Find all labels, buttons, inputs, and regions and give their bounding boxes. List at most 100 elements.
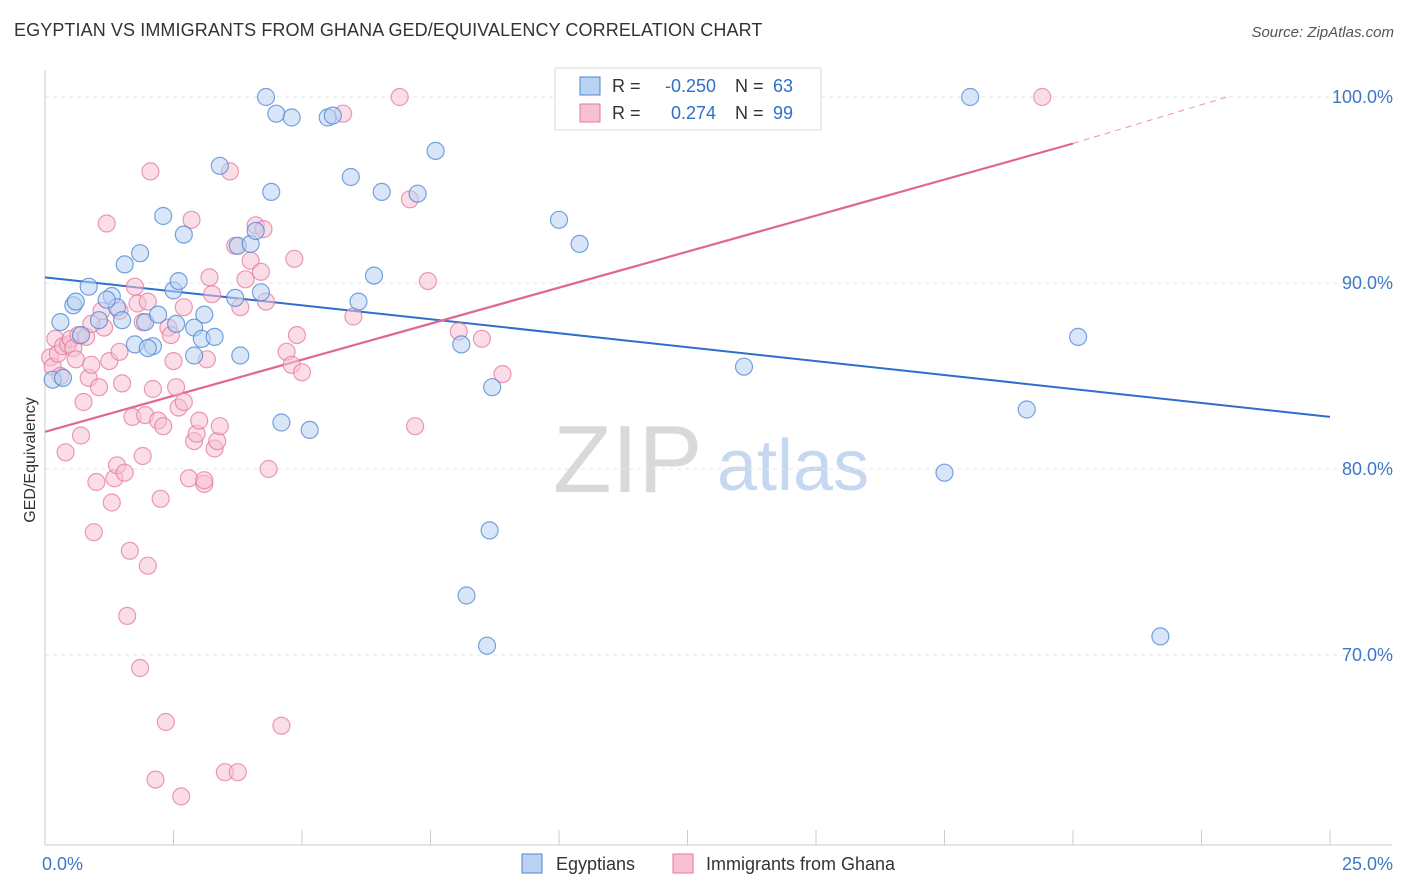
egyptian-point — [408, 184, 427, 203]
egyptian-point — [457, 586, 476, 605]
ghana-point — [146, 770, 165, 789]
ghana-point — [182, 210, 201, 229]
legend-r-value-1: -0.250 — [665, 76, 716, 96]
egyptian-point — [1068, 327, 1088, 346]
egyptian-point — [272, 413, 291, 432]
ghana-point — [56, 443, 75, 462]
egyptian-point — [112, 311, 132, 330]
legend-n-value-1: 63 — [773, 76, 793, 96]
ghana-point — [493, 365, 512, 384]
ghana-point — [172, 787, 191, 806]
legend-r-label-1: R = — [612, 76, 641, 96]
ghana-point — [210, 417, 229, 436]
ghana-point — [179, 469, 198, 488]
ghana-point — [203, 285, 222, 304]
ghana-point — [259, 459, 278, 479]
egyptian-point — [323, 106, 342, 125]
chart-title: EGYPTIAN VS IMMIGRANTS FROM GHANA GED/EQ… — [14, 20, 763, 40]
ghana-point — [89, 378, 109, 397]
ghana-point — [406, 417, 425, 436]
legend-r-value-2: 0.274 — [671, 103, 716, 123]
egyptian-point — [169, 272, 188, 291]
watermark-zip: ZIP — [553, 406, 702, 513]
bottom-legend-label-egyptians: Egyptians — [556, 854, 635, 874]
ghana-point — [112, 374, 132, 393]
x-tick-label: 0.0% — [42, 854, 83, 874]
ghana-point — [1033, 87, 1052, 107]
x-tick-label: 25.0% — [1342, 854, 1393, 874]
legend-swatch-ghana — [579, 103, 601, 123]
egyptian-point — [300, 420, 319, 439]
egyptian-point — [251, 283, 270, 302]
egyptian-point — [79, 277, 98, 296]
egyptian-point — [115, 255, 134, 274]
watermark-atlas: atlas — [717, 426, 869, 506]
egyptian-point — [477, 636, 497, 655]
data-points — [40, 87, 1170, 806]
egyptian-point — [185, 346, 204, 365]
egyptian-point — [267, 104, 286, 123]
egyptian-point — [149, 305, 168, 324]
ghana-point — [390, 87, 409, 107]
ghana-point — [472, 329, 491, 348]
egyptian-point — [1017, 400, 1036, 419]
legend-r-label-2: R = — [612, 103, 641, 123]
egyptian-point — [262, 182, 281, 201]
egyptian-point — [372, 182, 391, 201]
egyptian-point — [483, 378, 502, 397]
ghana-point — [133, 446, 152, 466]
ghana-point — [82, 355, 101, 374]
ghana-point — [141, 162, 160, 181]
ghana-point — [208, 432, 227, 451]
ghana-point — [287, 326, 306, 345]
y-tick-label: 80.0% — [1342, 459, 1393, 479]
y-tick-label: 70.0% — [1342, 645, 1393, 665]
bottom-legend-swatch-ghana — [672, 853, 694, 874]
egyptian-point — [231, 346, 250, 365]
egyptian-point — [935, 463, 954, 482]
ghana-point — [190, 411, 209, 430]
egyptian-point — [961, 87, 980, 107]
legend-n-label-1: N = — [735, 76, 764, 96]
egyptian-point — [226, 288, 245, 307]
egyptian-point — [426, 141, 445, 160]
ghana-point — [272, 716, 291, 735]
bottom-legend-swatch-egyptians — [521, 853, 543, 874]
egyptian-point — [205, 327, 224, 346]
egyptian-point — [167, 314, 186, 333]
egyptian-point — [71, 326, 91, 345]
egyptian-point — [549, 210, 569, 229]
ghana-point — [110, 342, 129, 361]
egyptian-point — [570, 234, 589, 253]
bottom-legend-label-ghana: Immigrants from Ghana — [706, 854, 896, 874]
ghana-point — [251, 262, 270, 281]
ghana-point — [154, 417, 173, 436]
ghana-point — [200, 268, 219, 287]
y-tick-label: 90.0% — [1342, 273, 1393, 293]
ghana-point — [151, 489, 170, 508]
ghana-point — [131, 658, 150, 678]
egyptian-point — [349, 292, 368, 311]
legend-n-label-2: N = — [735, 103, 764, 123]
ghana-point — [84, 523, 103, 542]
egyptian-point — [174, 225, 193, 244]
ghana-point — [174, 298, 193, 317]
ghana-point — [143, 379, 162, 399]
axes: 70.0% 80.0% 90.0% 100.0% 0.0% 25.0% — [42, 70, 1393, 874]
egyptian-point — [131, 244, 150, 263]
ghana-trend-line — [44, 142, 1074, 433]
egyptian-point — [734, 357, 754, 376]
ghana-point — [292, 363, 312, 382]
ghana-trend-extension — [1072, 96, 1228, 144]
ghana-point — [66, 350, 85, 369]
egyptian-point — [97, 290, 116, 309]
ghana-point — [236, 270, 255, 289]
egyptian-point — [138, 339, 157, 358]
egyptian-point — [480, 521, 499, 540]
ghana-point — [418, 272, 437, 291]
ghana-point — [138, 292, 157, 311]
ghana-point — [115, 463, 134, 482]
ghana-point — [174, 392, 193, 412]
egyptian-point — [364, 266, 384, 285]
